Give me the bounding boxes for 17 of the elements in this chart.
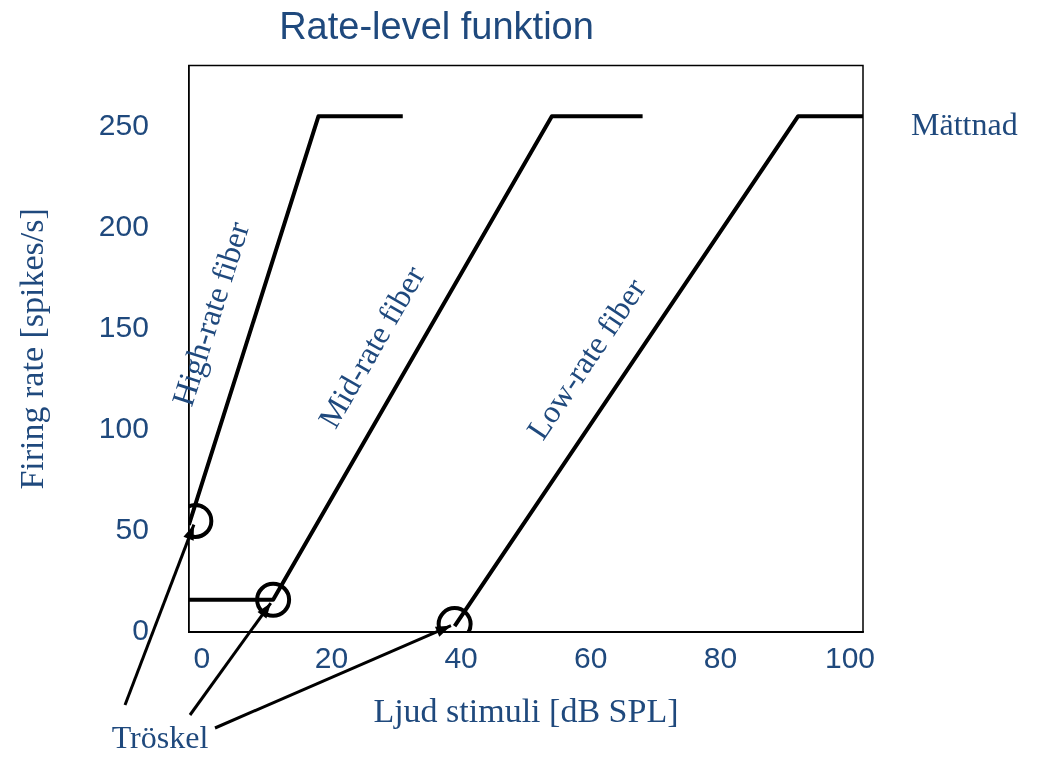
annotation: Tröskel: [111, 719, 209, 756]
y-tick-label: 50: [115, 512, 149, 546]
y-tick-label: 150: [98, 309, 149, 343]
chart-title: Rate-level funktion: [279, 5, 594, 48]
y-tick-label: 100: [98, 411, 149, 445]
y-tick-label: 0: [132, 613, 149, 647]
x-tick-label: 80: [703, 641, 738, 675]
y-tick-label: 200: [98, 208, 149, 242]
y-tick-label: 250: [98, 107, 149, 141]
x-axis-title: Ljud stimuli [dB SPL]: [373, 691, 679, 729]
x-tick-label: 20: [314, 641, 349, 675]
x-tick-label: 0: [193, 641, 211, 675]
x-tick-label: 60: [574, 641, 608, 675]
text: Mättnad: [911, 105, 1018, 142]
y-axis-title: Firing rate [spikes/s]: [13, 208, 51, 490]
x-tick-label: 40: [444, 641, 478, 675]
x-tick-label: 100: [825, 641, 876, 675]
